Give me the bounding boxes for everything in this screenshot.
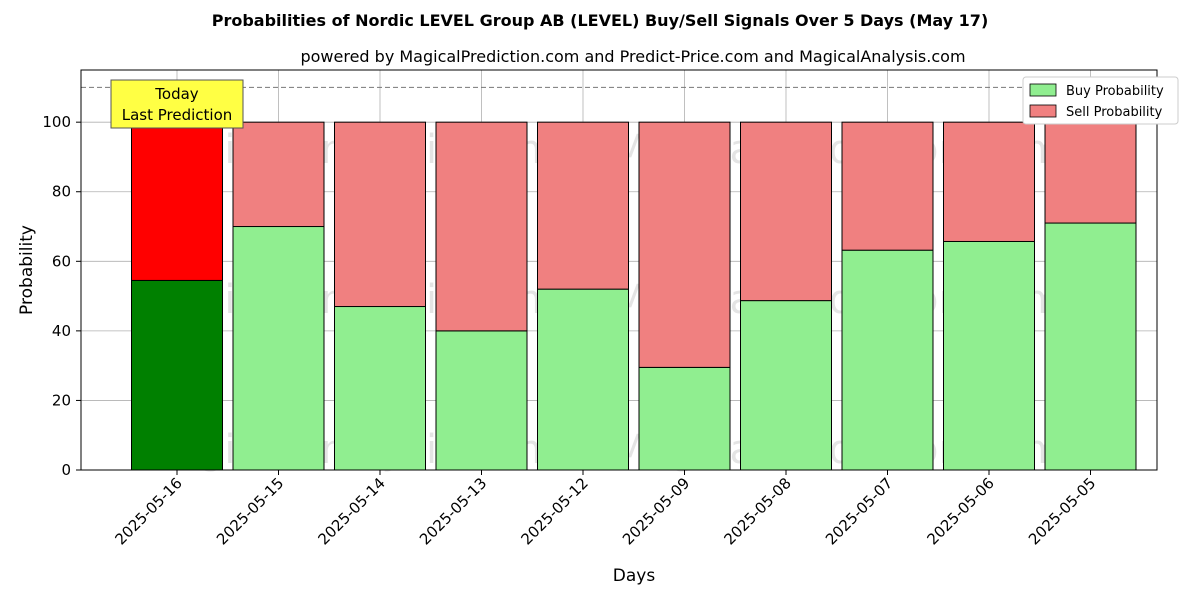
- bar-sell-2025-05-12: [537, 121, 629, 290]
- bar-buy-2025-05-07: [841, 249, 934, 471]
- bar-sell-2025-05-06: [943, 121, 1035, 242]
- bar-buy-2025-05-13: [435, 330, 528, 471]
- y-tick-label: 60: [52, 252, 71, 270]
- x-tick-label: 2025-05-08: [720, 474, 794, 548]
- x-tick-label: 2025-05-16: [111, 474, 185, 548]
- x-tick-label: 2025-05-06: [923, 474, 997, 548]
- bar-buy-2025-05-05: [1044, 222, 1137, 471]
- legend-swatch-buy: [1029, 83, 1057, 97]
- legend-box: [1022, 76, 1179, 125]
- x-tick-label: 2025-05-13: [416, 474, 490, 548]
- y-tick-label: 80: [52, 183, 71, 201]
- bar-sell-2025-05-05: [1044, 121, 1137, 224]
- y-tick-label: 20: [52, 391, 71, 409]
- bar-buy-2025-05-08: [740, 300, 832, 471]
- x-axis-ticks: 2025-05-16 2025-05-15 2025-05-14 2025-05-13…: [111, 470, 1099, 548]
- bar-buy-2025-05-06: [943, 240, 1035, 471]
- bar-buy-2025-05-16: [131, 279, 223, 471]
- y-tick-label: 100: [42, 113, 71, 131]
- bar-sell-2025-05-07: [841, 121, 934, 251]
- x-tick-label: 2025-05-05: [1025, 474, 1099, 548]
- bar-sell-2025-05-15: [232, 121, 325, 228]
- legend-label-sell: Sell Probability: [1066, 105, 1163, 120]
- y-axis-label: Probability: [17, 225, 37, 315]
- y-tick-label: 0: [61, 461, 71, 479]
- annotation-text: Last Prediction: [122, 106, 233, 124]
- bar-buy-2025-05-15: [232, 226, 325, 471]
- bar-buy-2025-05-14: [334, 306, 426, 471]
- y-tick-label: 40: [52, 322, 71, 340]
- chart-title: Probabilities of Nordic LEVEL Group AB (…: [212, 11, 989, 30]
- x-tick-label: 2025-05-12: [517, 474, 591, 548]
- bar-sell-2025-05-13: [435, 121, 528, 332]
- bars: [131, 121, 1137, 471]
- x-axis-label: Days: [613, 566, 656, 586]
- legend: Buy Probability Sell Probability: [1022, 76, 1179, 125]
- bar-sell-2025-05-08: [740, 121, 832, 302]
- bar-buy-2025-05-12: [537, 288, 629, 471]
- legend-swatch-sell: [1029, 104, 1057, 118]
- x-tick-label: 2025-05-07: [822, 474, 896, 548]
- bar-sell-2025-05-09: [638, 121, 731, 368]
- bar-sell-2025-05-16: [131, 121, 223, 281]
- legend-label-buy: Buy Probability: [1066, 84, 1164, 99]
- plot-frame: [80, 69, 1158, 471]
- annotation-box: [110, 79, 244, 129]
- bar-buy-2025-05-09: [638, 366, 731, 471]
- x-tick-label: 2025-05-14: [314, 474, 388, 548]
- today-annotation: Today Last Prediction: [110, 79, 244, 129]
- y-axis-ticks: 0 20 40 60 80 100: [42, 113, 81, 479]
- x-tick-label: 2025-05-15: [213, 474, 287, 548]
- x-tick-label: 2025-05-09: [619, 474, 693, 548]
- chart-subtitle: powered by MagicalPrediction.com and Pre…: [300, 47, 965, 66]
- annotation-text: Today: [154, 85, 199, 103]
- bar-sell-2025-05-14: [334, 121, 426, 308]
